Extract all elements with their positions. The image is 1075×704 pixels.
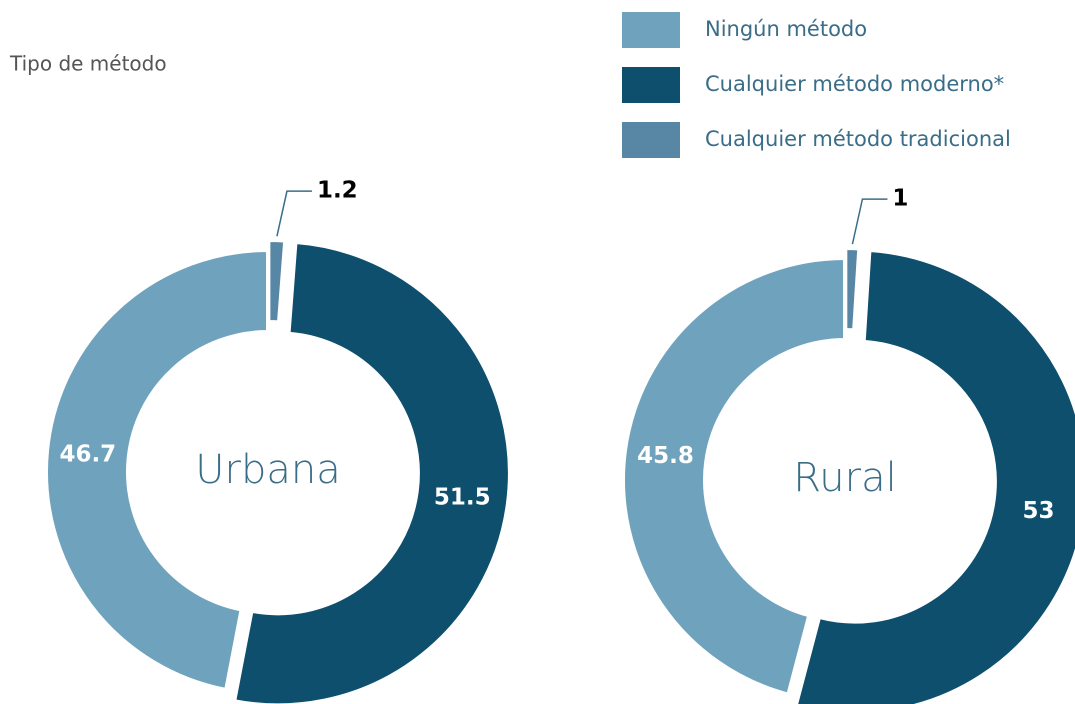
donut-center-label: Rural — [793, 455, 896, 501]
value-label: 46.7 — [59, 441, 116, 467]
legend-title: Tipo de método — [9, 52, 167, 76]
value-label: 45.8 — [637, 443, 694, 469]
donut-center-label: Urbana — [195, 447, 341, 493]
legend-swatch — [622, 67, 680, 103]
donut-slice — [266, 238, 288, 325]
donut-slice — [44, 247, 270, 693]
donut-slice — [843, 246, 862, 333]
legend-label: Cualquier método tradicional — [705, 127, 1011, 151]
leader-line — [851, 198, 888, 245]
legend-swatch — [622, 122, 680, 158]
leader-line — [276, 190, 312, 237]
value-label: 1.2 — [317, 178, 358, 204]
value-label: 53 — [1022, 498, 1054, 524]
donut-slice — [621, 255, 847, 698]
value-label: 1 — [892, 186, 908, 212]
legend-swatch — [622, 12, 680, 48]
donut-slice — [794, 247, 1075, 704]
donut-slice — [231, 239, 512, 704]
legend-label: Cualquier método moderno* — [705, 72, 1004, 96]
legend-label: Ningún método — [705, 17, 867, 41]
value-label: 51.5 — [434, 484, 491, 510]
